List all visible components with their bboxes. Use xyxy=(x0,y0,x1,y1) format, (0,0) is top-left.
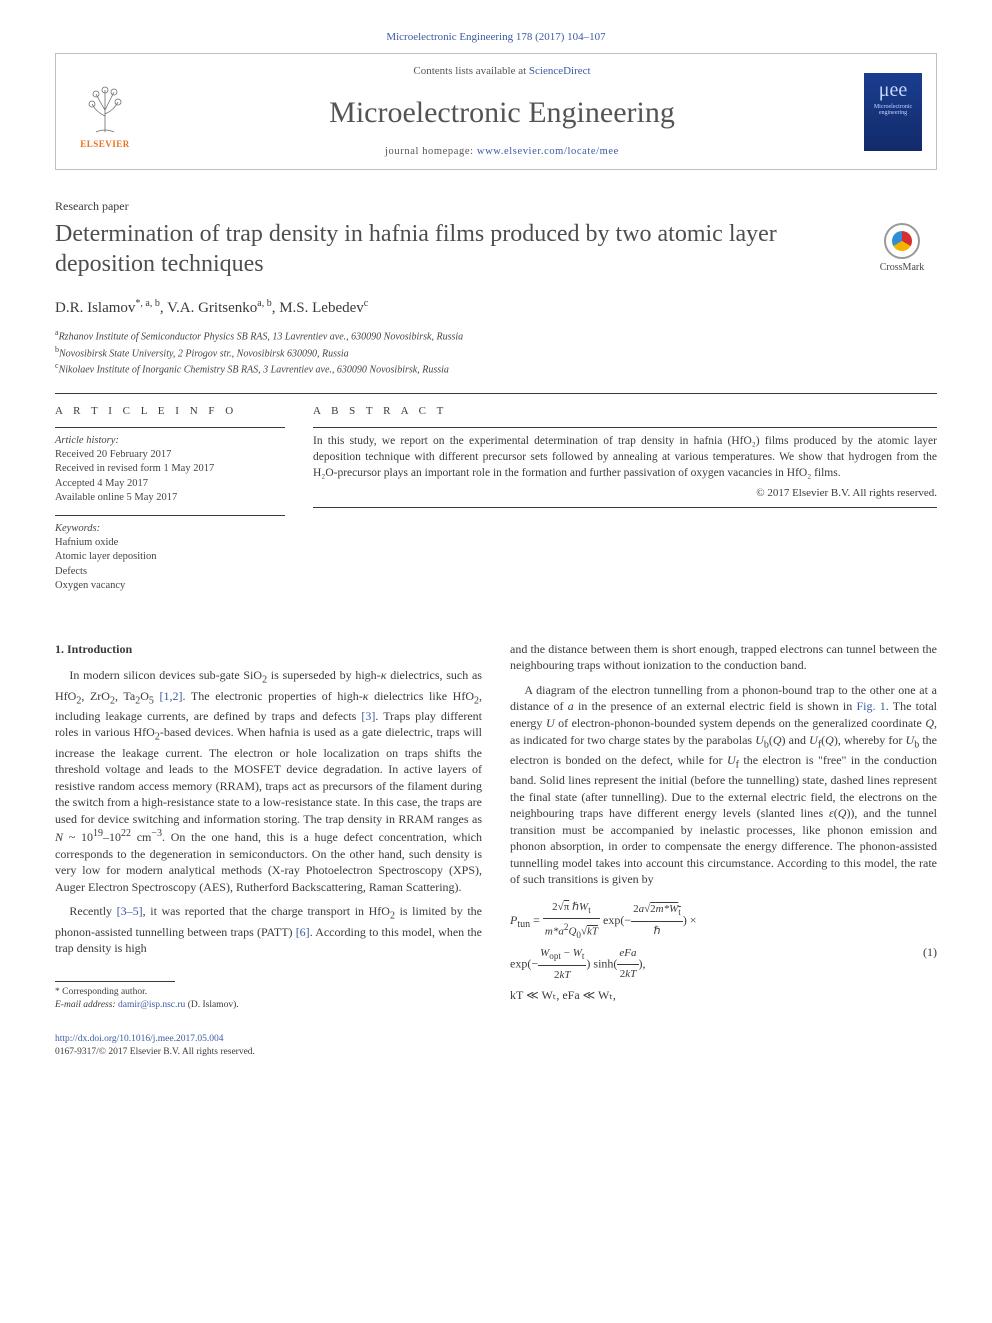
keyword-2: Atomic layer deposition xyxy=(55,550,285,564)
paragraph-2: Recently [3–5], it was reported that the… xyxy=(55,903,482,956)
keyword-1: Hafnium oxide xyxy=(55,536,285,550)
affiliation-c: cNikolaev Institute of Inorganic Chemist… xyxy=(55,361,937,377)
sciencedirect-link[interactable]: ScienceDirect xyxy=(529,65,591,77)
cover-mu-icon: μee xyxy=(879,77,907,104)
paper-type: Research paper xyxy=(55,198,937,214)
doi-link[interactable]: http://dx.doi.org/10.1016/j.mee.2017.05.… xyxy=(55,1034,223,1044)
section-1-title: 1. Introduction xyxy=(55,641,482,658)
abstract-heading: A B S T R A C T xyxy=(313,404,937,419)
contents-available-line: Contents lists available at ScienceDirec… xyxy=(150,64,854,79)
authors-line: D.R. Islamov*, a, b, V.A. Gritsenkoa, b,… xyxy=(55,297,937,318)
header-center: Contents lists available at ScienceDirec… xyxy=(140,64,864,160)
journal-title: Microelectronic Engineering xyxy=(150,93,854,134)
author-1: D.R. Islamov xyxy=(55,300,135,316)
history-label: Article history: xyxy=(55,434,285,448)
journal-ref-link[interactable]: Microelectronic Engineering 178 (2017) 1… xyxy=(386,31,605,43)
keywords-block: Keywords: Hafnium oxide Atomic layer dep… xyxy=(55,515,285,593)
crossmark-badge[interactable]: CrossMark xyxy=(867,223,937,275)
corr-author-label: * Corresponding author. xyxy=(55,986,482,999)
corresponding-author-footnote: * Corresponding author. E-mail address: … xyxy=(55,986,482,1012)
keywords-label: Keywords: xyxy=(55,522,285,536)
elsevier-label: ELSEVIER xyxy=(80,138,130,150)
abstract-copyright: © 2017 Elsevier B.V. All rights reserved… xyxy=(313,486,937,501)
crossmark-label: CrossMark xyxy=(880,261,924,275)
journal-cover-thumb: μee Microelectronic engineering xyxy=(864,73,922,151)
article-info-column: A R T I C L E I N F O Article history: R… xyxy=(55,404,285,593)
cover-line2: engineering xyxy=(879,110,907,117)
ref-link-6[interactable]: [6] xyxy=(296,925,310,939)
corr-email-link[interactable]: damir@isp.nsc.ru xyxy=(118,1000,185,1010)
abstract-column: A B S T R A C T In this study, we report… xyxy=(313,404,937,593)
elsevier-tree-icon xyxy=(78,82,132,136)
journal-header-box: ELSEVIER Contents lists available at Sci… xyxy=(55,53,937,171)
article-info-heading: A R T I C L E I N F O xyxy=(55,404,285,419)
ref-link-3[interactable]: [3] xyxy=(361,709,375,723)
footnote-rule xyxy=(55,981,175,982)
history-received: Received 20 February 2017 xyxy=(55,448,285,462)
article-history-block: Article history: Received 20 February 20… xyxy=(55,427,285,505)
divider-rule xyxy=(55,393,937,394)
equation-conditions: kT ≪ Wₜ, eFa ≪ Wₜ, xyxy=(510,988,616,1002)
abstract-bottom-rule xyxy=(313,507,937,508)
paragraph-3: and the distance between them is short e… xyxy=(510,641,937,674)
ref-link-1-2[interactable]: [1,2] xyxy=(160,689,183,703)
elsevier-logo: ELSEVIER xyxy=(70,73,140,151)
homepage-pre-text: journal homepage: xyxy=(385,146,477,157)
paper-title: Determination of trap density in hafnia … xyxy=(55,219,853,279)
journal-reference: Microelectronic Engineering 178 (2017) 1… xyxy=(55,30,937,45)
paragraph-1: In modern silicon devices sub-gate SiO2 … xyxy=(55,667,482,895)
author-2: V.A. Gritsenko xyxy=(167,300,257,316)
body-column-right: and the distance between them is short e… xyxy=(510,641,937,1013)
fig-link-1[interactable]: Fig. 1 xyxy=(857,699,886,713)
ref-link-3-5[interactable]: [3–5] xyxy=(117,904,143,918)
doi-block: http://dx.doi.org/10.1016/j.mee.2017.05.… xyxy=(55,1033,937,1059)
abstract-text: In this study, we report on the experime… xyxy=(313,427,937,501)
keyword-4: Oxygen vacancy xyxy=(55,579,285,593)
equation-1: Ptun = 2√π ℏWtm*a2Q0√kT exp​(−2a√2m*Wtℏ)… xyxy=(510,898,937,1007)
history-accepted: Accepted 4 May 2017 xyxy=(55,477,285,491)
corr-email-who: (D. Islamov). xyxy=(188,1000,239,1010)
affiliation-b: bNovosibirsk State University, 2 Pirogov… xyxy=(55,345,937,361)
history-revised: Received in revised form 1 May 2017 xyxy=(55,462,285,476)
paragraph-4: A diagram of the electron tunnelling fro… xyxy=(510,682,937,888)
author-3: M.S. Lebedev xyxy=(279,300,364,316)
equation-number-1: (1) xyxy=(913,944,937,961)
journal-homepage-line: journal homepage: www.elsevier.com/locat… xyxy=(150,145,854,159)
history-online: Available online 5 May 2017 xyxy=(55,491,285,505)
affiliation-a: aRzhanov Institute of Semiconductor Phys… xyxy=(55,328,937,344)
journal-homepage-link[interactable]: www.elsevier.com/locate/mee xyxy=(477,146,619,157)
email-label: E-mail address: xyxy=(55,1000,116,1010)
body-column-left: 1. Introduction In modern silicon device… xyxy=(55,641,482,1013)
contents-pre-text: Contents lists available at xyxy=(413,65,528,77)
cover-line1: Microelectronic xyxy=(874,104,912,111)
issn-copyright-line: 0167-9317/© 2017 Elsevier B.V. All right… xyxy=(55,1047,255,1057)
keyword-3: Defects xyxy=(55,565,285,579)
crossmark-icon xyxy=(884,223,920,259)
